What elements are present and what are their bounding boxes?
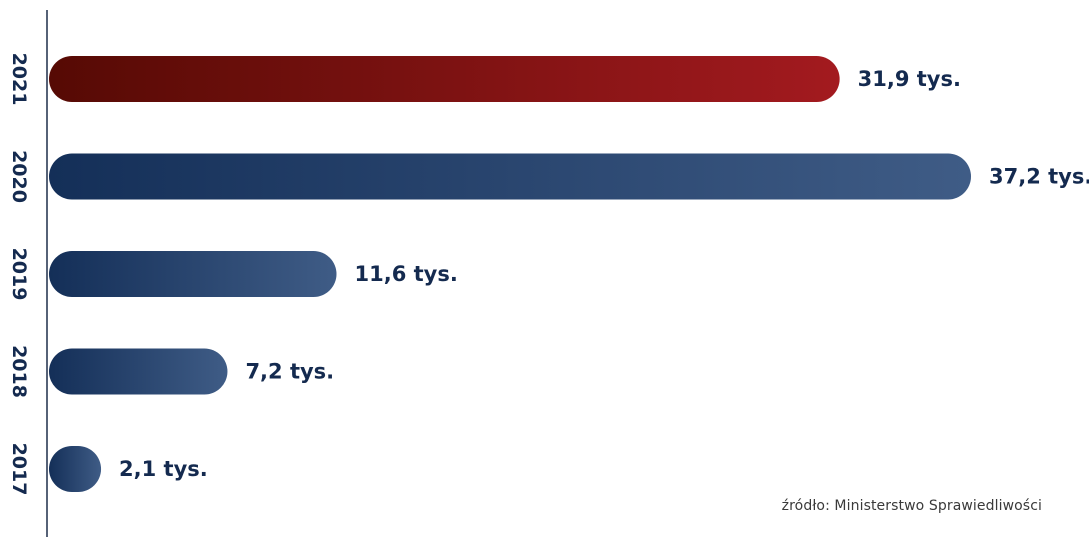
- bar-2017: [49, 446, 102, 492]
- year-label-2021: 2021: [8, 53, 30, 106]
- bar-2018: [49, 348, 228, 395]
- bar-2021: [49, 56, 840, 102]
- year-label-2017: 2017: [8, 443, 30, 496]
- year-label-2019: 2019: [8, 248, 30, 301]
- year-label-2018: 2018: [8, 345, 30, 398]
- year-label-2020: 2020: [8, 150, 30, 203]
- value-label-2018: 7,2 tys.: [245, 360, 334, 384]
- source-note: źródło: Ministerstwo Sprawiedliwości: [781, 498, 1042, 514]
- value-label-2021: 31,9 tys.: [858, 67, 961, 91]
- bar-2020: [49, 153, 971, 200]
- value-label-2020: 37,2 tys.: [989, 165, 1089, 189]
- bar-2019: [49, 251, 337, 297]
- value-label-2019: 11,6 tys.: [355, 262, 458, 286]
- value-label-2017: 2,1 tys.: [119, 457, 208, 481]
- bars-group: 31,9 tys. 2021 37,2 tys. 2020 11,6 tys. 2019 7…: [8, 53, 1089, 496]
